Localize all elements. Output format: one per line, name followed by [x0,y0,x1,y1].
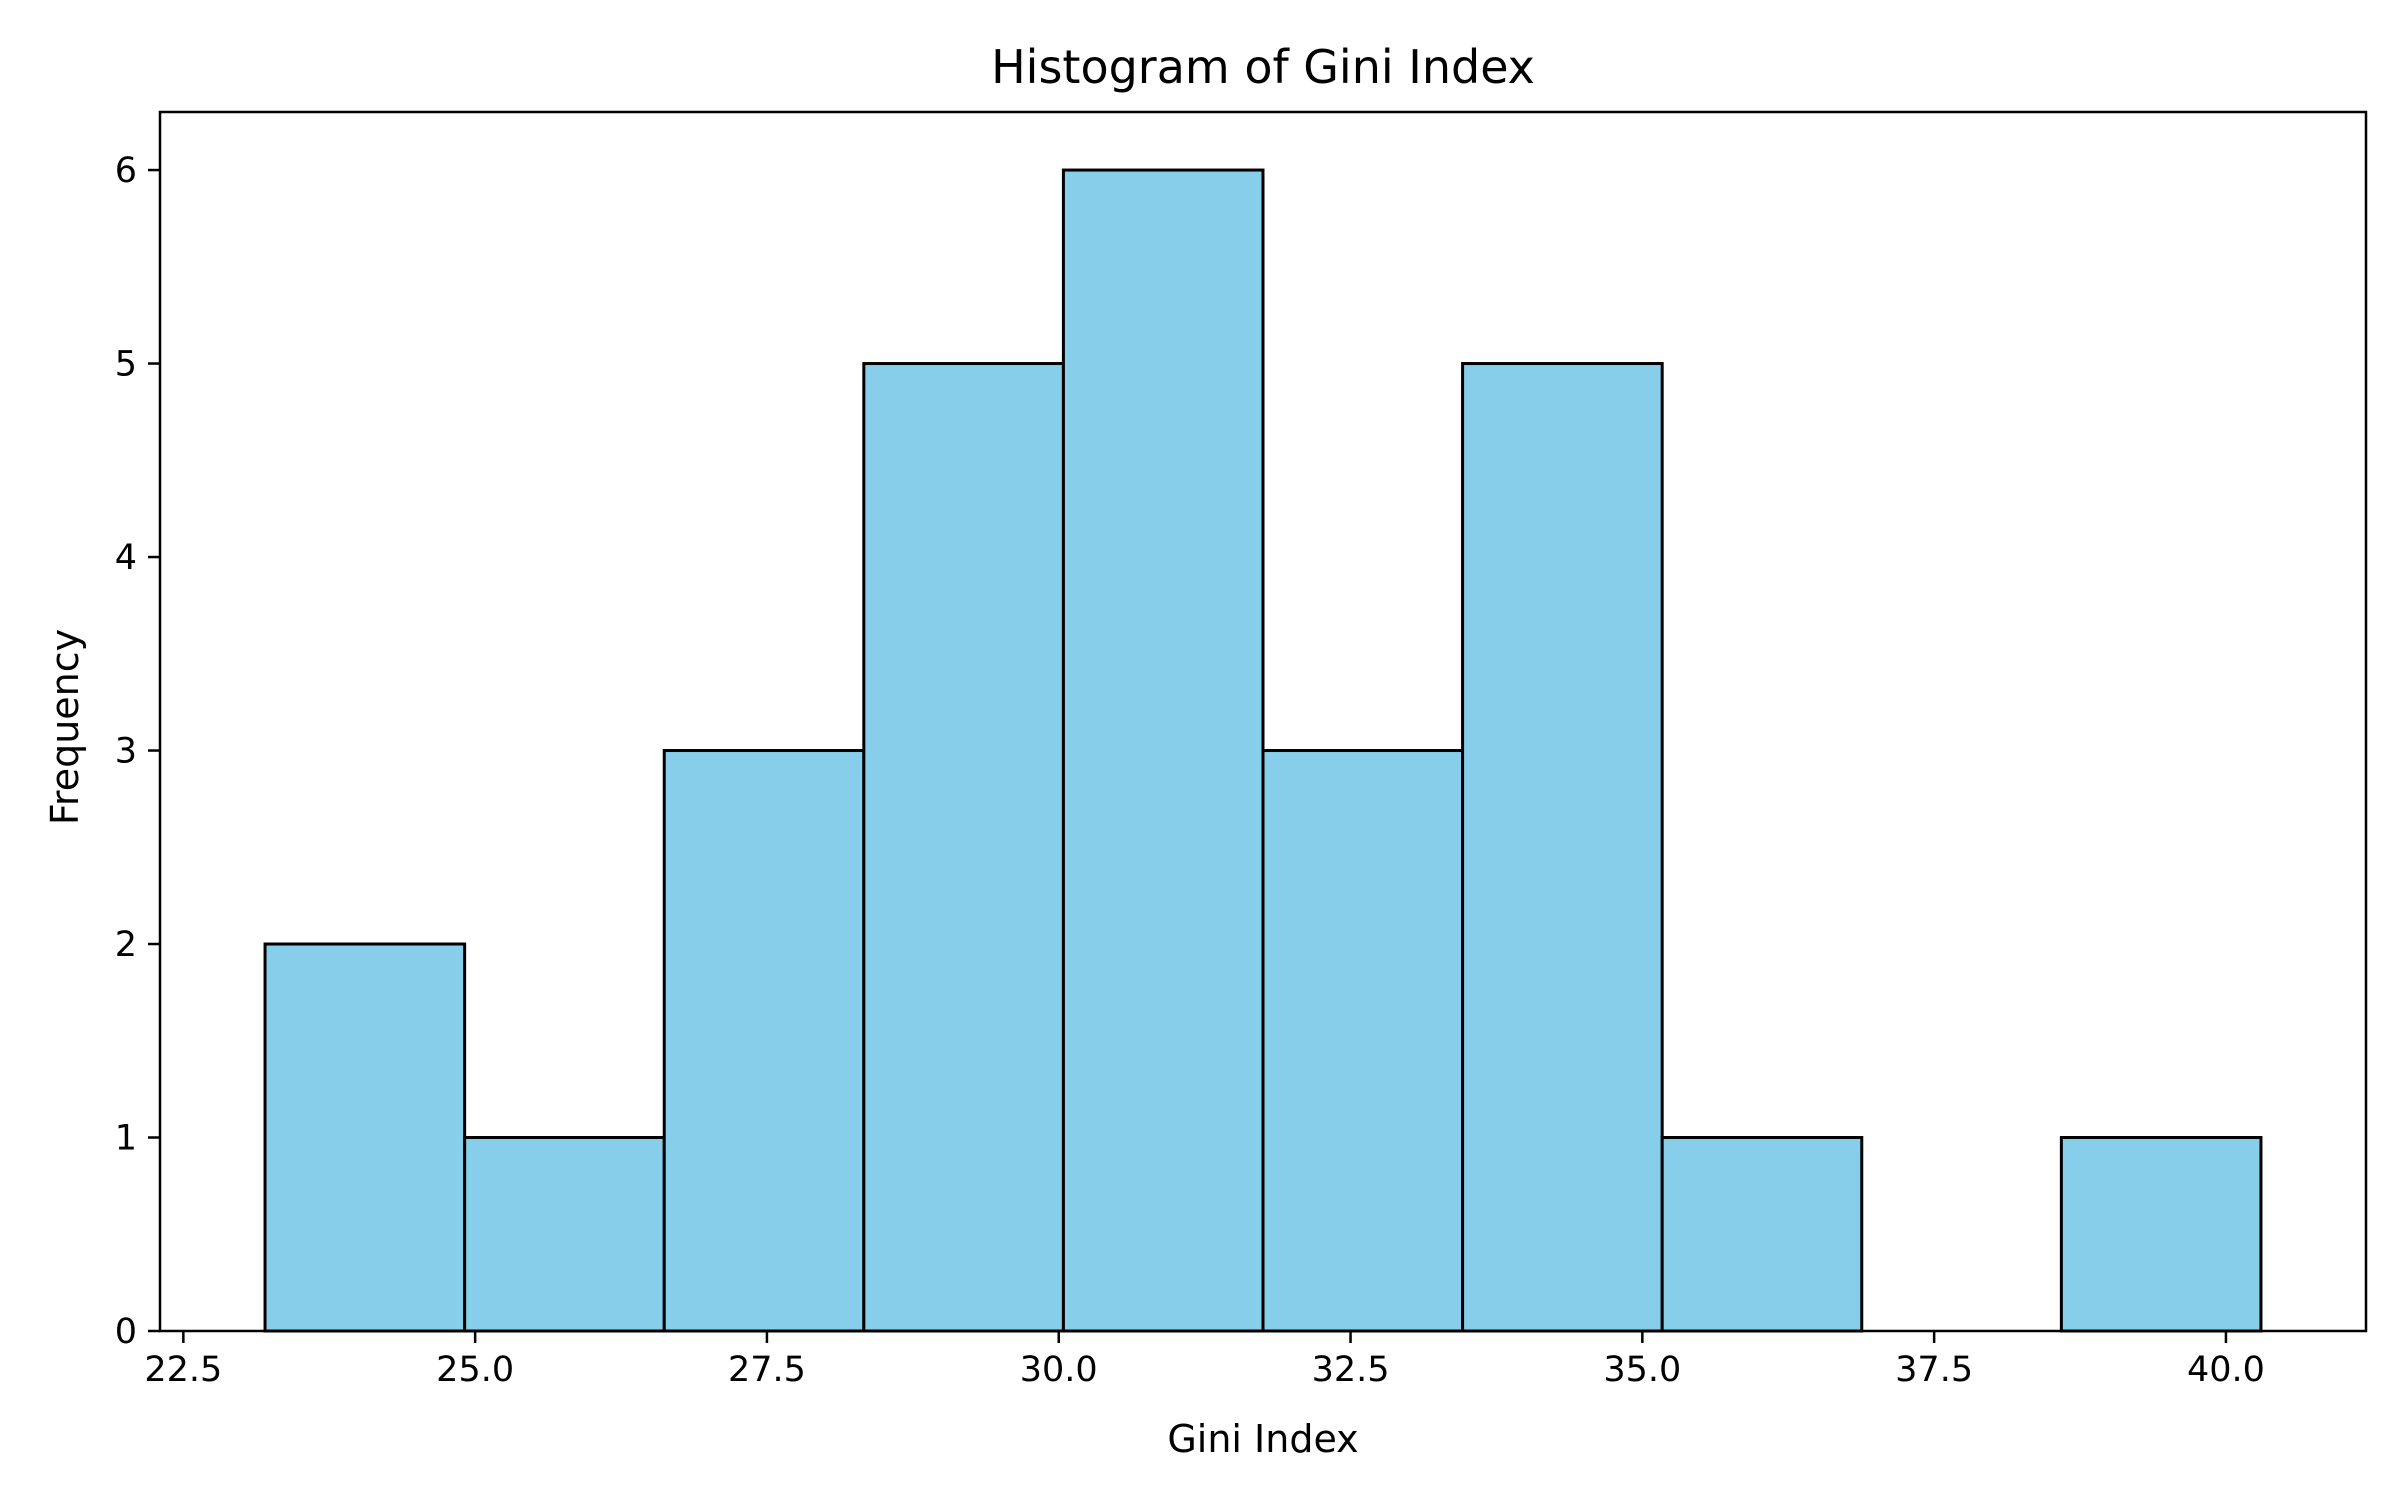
y-tick-label: 6 [115,151,137,191]
histogram-bar [2059,1136,2263,1333]
y-tick-label: 1 [115,1119,137,1159]
y-axis-ticks: 0 1 2 3 4 5 6 [115,151,160,1352]
x-tick-label: 25.0 [436,1350,514,1390]
histogram-bar [1261,749,1465,1333]
histogram-bar [463,1136,666,1333]
y-tick-label: 0 [115,1312,137,1352]
x-tick-label: 32.5 [1312,1350,1390,1390]
x-tick-label: 40.0 [2187,1350,2265,1390]
histogram-bar [1461,362,1664,1333]
histogram-bars [263,168,2263,1333]
y-tick-label: 5 [115,345,137,385]
histogram-bar [862,362,1065,1333]
y-tick-label: 4 [115,538,137,578]
chart-title: Histogram of Gini Index [991,40,1535,94]
x-tick-label: 27.5 [728,1350,806,1390]
histogram-bar [1660,1136,1864,1333]
histogram-bar [1061,168,1265,1333]
plot-area: 22.5 25.0 27.5 30.0 32.5 35.0 37.5 40.0 0 1 2 3 4 5 6 [115,110,2368,1390]
x-axis-ticks: 22.5 25.0 27.5 30.0 32.5 35.0 37.5 40.0 [144,1331,2265,1390]
y-tick-label: 3 [115,732,137,772]
x-tick-label: 37.5 [1895,1350,1973,1390]
plot-frame [158,110,2368,1333]
y-axis-label: Frequency [43,629,87,825]
x-tick-label: 22.5 [144,1350,222,1390]
histogram-bar [263,942,467,1333]
histogram-bar [662,749,866,1333]
y-tick-label: 2 [115,925,137,965]
x-tick-label: 30.0 [1020,1350,1098,1390]
x-axis-label: Gini Index [1167,1417,1358,1461]
x-tick-label: 35.0 [1603,1350,1681,1390]
